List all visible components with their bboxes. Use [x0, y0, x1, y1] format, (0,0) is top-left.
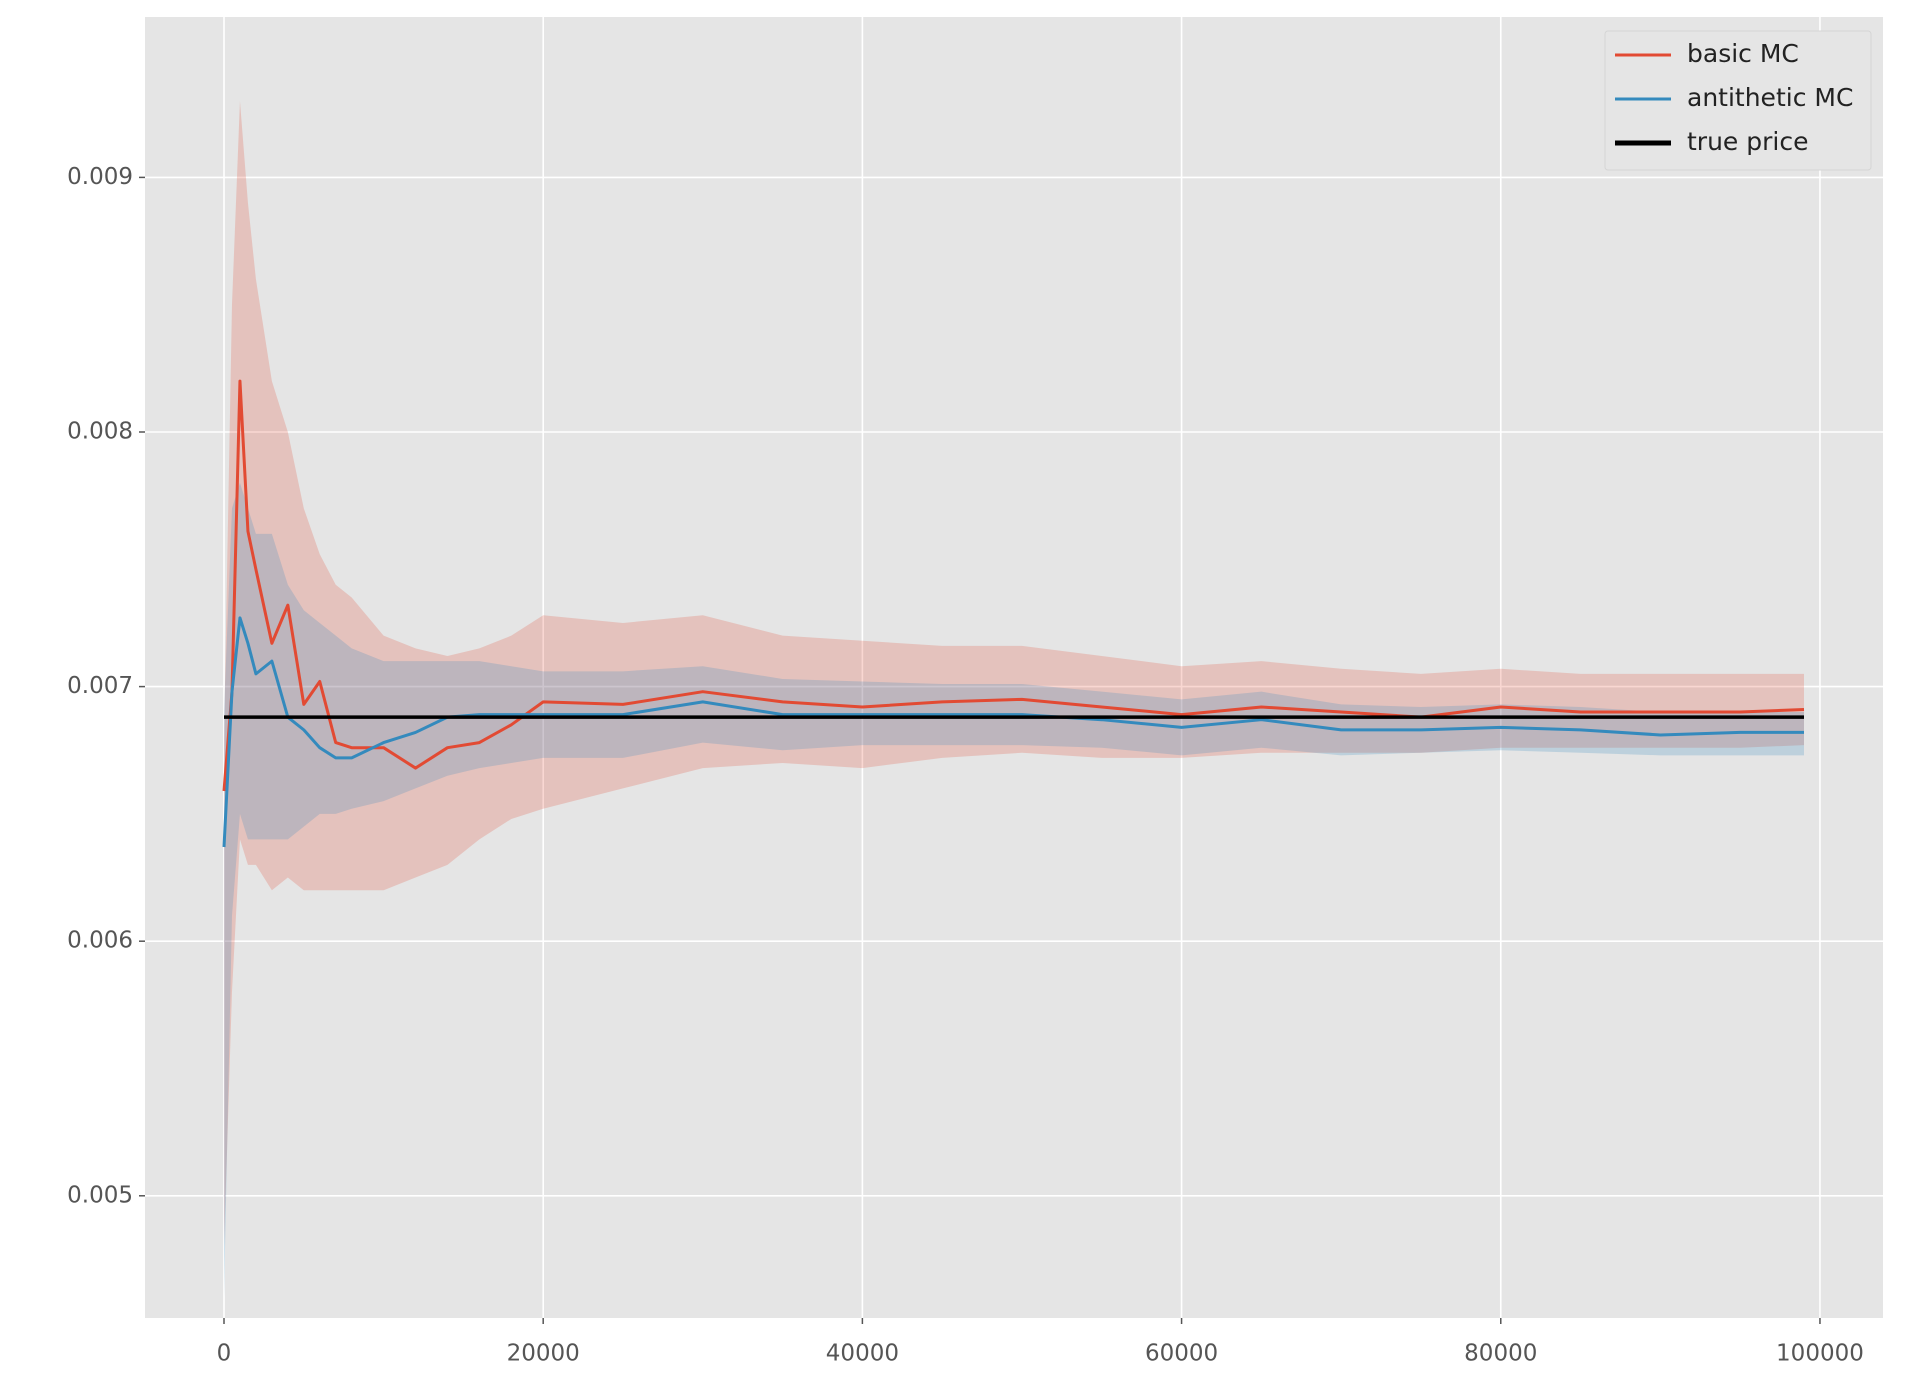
x-tick-label: 60000	[1145, 1341, 1218, 1367]
x-tick-label: 80000	[1464, 1341, 1537, 1367]
x-tick-label: 100000	[1776, 1341, 1864, 1367]
x-tick-label: 20000	[507, 1341, 580, 1367]
y-tick-label: 0.008	[67, 418, 133, 444]
legend-box	[1604, 30, 1872, 171]
legend-label: basic MC	[1687, 39, 1799, 68]
plot-area	[145, 17, 1883, 1318]
y-tick-label: 0.007	[67, 673, 133, 699]
legend-label: true price	[1687, 127, 1808, 156]
x-tick-label: 0	[217, 1341, 232, 1367]
legend-label: antithetic MC	[1687, 83, 1853, 112]
series-line	[222, 616, 1804, 848]
y-tick-label: 0.009	[67, 164, 133, 190]
confidence-band	[224, 482, 1804, 1298]
x-tick-label: 40000	[826, 1341, 899, 1367]
confidence-band	[224, 101, 1804, 1247]
y-tick-label: 0.005	[67, 1182, 133, 1208]
y-tick-label: 0.006	[67, 928, 133, 954]
series-group	[222, 101, 1805, 1298]
